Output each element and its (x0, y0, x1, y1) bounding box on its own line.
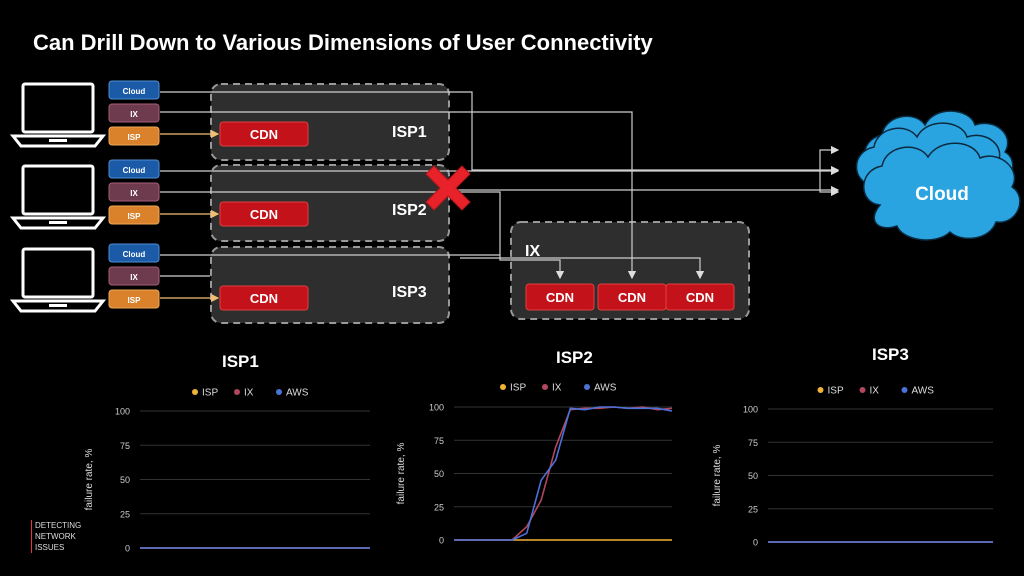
isp2-label: ISP2 (392, 202, 427, 219)
y-tick-label: 25 (434, 502, 444, 512)
cdn-block: CDN (525, 283, 595, 311)
y-axis-label: failure rate, % (396, 443, 407, 505)
legend-marker (276, 389, 282, 395)
cdn-block: CDN (219, 201, 309, 227)
cdn-block: CDN (219, 285, 309, 311)
connector-lines (160, 91, 840, 280)
y-tick-label: 50 (748, 471, 758, 481)
y-tick-label: 0 (125, 544, 130, 554)
y-tick-label: 100 (429, 403, 444, 413)
y-axis-label: failure rate, % (84, 449, 95, 511)
legend-marker (500, 384, 506, 390)
y-tick-label: 25 (120, 509, 130, 519)
tag-isp: ISP (128, 133, 142, 142)
svg-text:CDN: CDN (250, 291, 278, 306)
y-tick-label: 50 (120, 475, 130, 485)
y-axis-label: failure rate, % (712, 445, 723, 507)
cdn-block: CDN (665, 283, 735, 311)
y-tick-label: 75 (120, 441, 130, 451)
y-tick-label: 0 (753, 538, 758, 548)
svg-text:CDN: CDN (686, 290, 714, 305)
tag-cloud: Cloud (123, 166, 146, 175)
legend-marker (859, 387, 866, 393)
tag-isp: ISP (128, 296, 142, 305)
failure-x-icon (425, 165, 471, 211)
chart-title-isp2: ISP2 (556, 348, 593, 367)
tag-cloud: Cloud (123, 250, 146, 259)
legend-label: IX (870, 386, 880, 397)
legend-marker (901, 387, 908, 393)
svg-text:CDN: CDN (250, 127, 278, 142)
tag-ix: IX (130, 110, 138, 119)
legend-label: IX (552, 383, 562, 394)
isp3-label: ISP3 (392, 284, 427, 301)
footer-tagline: DETECTING NETWORK ISSUES (31, 520, 81, 553)
tag-ix: IX (130, 273, 138, 282)
legend-marker (192, 389, 198, 395)
svg-text:CDN: CDN (618, 290, 646, 305)
tag-isp: ISP (128, 212, 142, 221)
chart-title-isp1: ISP1 (222, 352, 259, 371)
y-tick-label: 0 (439, 536, 444, 546)
cdn-block: CDN (597, 283, 667, 311)
legend-label: AWS (594, 383, 617, 394)
y-tick-label: 50 (434, 469, 444, 479)
laptop-icon (9, 247, 107, 313)
footer-line: ISSUES (35, 543, 65, 552)
chart-isp2: 0 25 50 75 100 failure rate, % ISP IX AWS (396, 383, 673, 546)
isp1-label: ISP1 (392, 124, 427, 141)
ix-label: IX (525, 243, 540, 260)
legend-label: AWS (912, 386, 935, 397)
y-tick-label: 75 (748, 438, 758, 448)
chart-isp3: 0 25 50 75 100 failure rate, % ISP IX AWS (712, 386, 993, 548)
chart-isp1: 0 25 50 75 100 failure rate, % ISP IX AWS (84, 388, 370, 554)
legend-label: AWS (286, 388, 309, 399)
legend-label: IX (244, 388, 254, 399)
footer-line: DETECTING (35, 521, 82, 530)
chart-title-isp3: ISP3 (872, 345, 909, 364)
tag-cloud: Cloud (123, 87, 146, 96)
legend-label: ISP (202, 388, 218, 399)
client-tags-3: Cloud IX ISP (108, 243, 160, 309)
legend-marker (234, 389, 240, 395)
laptop-icon (9, 164, 107, 230)
y-tick-label: 100 (743, 405, 758, 415)
cdn-block: CDN (219, 121, 309, 147)
client-tags-1: Cloud IX ISP (108, 80, 160, 146)
svg-text:CDN: CDN (546, 290, 574, 305)
tag-ix: IX (130, 189, 138, 198)
legend-marker (542, 384, 548, 390)
series-line-aws (454, 406, 673, 541)
svg-text:CDN: CDN (250, 207, 278, 222)
cloud-label: Cloud (915, 184, 969, 205)
footer-line: NETWORK (35, 532, 76, 541)
legend-marker (584, 384, 590, 390)
y-tick-label: 25 (748, 504, 758, 514)
laptop-icon (9, 82, 107, 148)
y-tick-label: 75 (434, 436, 444, 446)
cloud-icon (855, 110, 1021, 241)
y-tick-label: 100 (115, 407, 130, 417)
client-tags-2: Cloud IX ISP (108, 159, 160, 225)
legend-marker (817, 387, 824, 393)
legend-label: ISP (828, 386, 844, 397)
page-title: Can Drill Down to Various Dimensions of … (33, 30, 653, 55)
legend-label: ISP (510, 383, 526, 394)
